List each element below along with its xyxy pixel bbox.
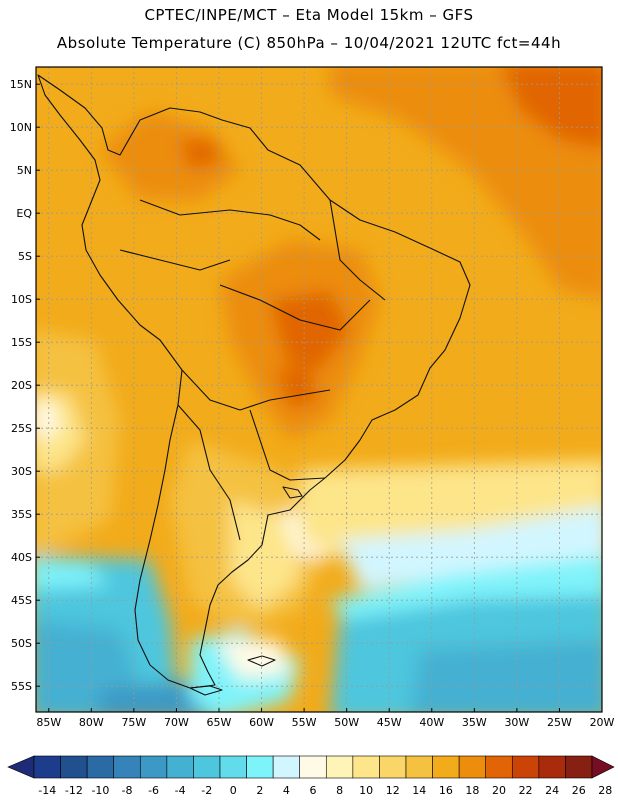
colorbar-swatch [33,755,61,779]
colorbar-swatch [246,755,274,779]
lat-tick-label: 15S [11,336,32,349]
colorbar-label: -2 [201,784,212,797]
lat-tick-label: 55S [11,680,32,693]
colorbar-swatch [86,755,115,779]
lon-tick-label: 45W [377,716,402,729]
colorbar-label: 20 [492,784,506,797]
colorbar-swatch [405,755,433,779]
colorbar-label: -8 [122,784,133,797]
colorbar-label: 10 [359,784,373,797]
lat-tick-label: 20S [11,379,32,392]
lat-tick-label: 10N [10,121,32,134]
colorbar-swatch [325,755,354,779]
map-title: CPTEC/INPE/MCT – Eta Model 15km – GFS [144,6,474,24]
colorbar-label: 14 [412,784,426,797]
lat-tick-label: 40S [11,551,32,564]
colorbar-under-arrow [7,755,35,779]
colorbar-label: 2 [256,784,263,797]
coastlines [37,74,471,696]
colorbar-label: 6 [310,784,317,797]
lat-tick-label: 5N [17,164,32,177]
colorbar-swatch [432,755,460,779]
lon-tick-label: 85W [36,716,61,729]
colorbar-over-arrow [591,755,615,779]
colorbar-label: -4 [175,784,186,797]
colorbar-swatch [352,755,380,779]
colorbar-label: 4 [283,784,290,797]
lat-tick-label: 25S [11,422,32,435]
lon-tick-label: 75W [121,716,146,729]
lat-tick-label: 45S [11,594,32,607]
lat-tick-label: 50S [11,637,32,650]
colorbar-label: -10 [91,784,109,797]
colorbar-label: 18 [465,784,479,797]
lat-tick-label: EQ [16,207,32,220]
lat-tick-label: 5S [18,250,32,263]
lon-tick-label: 30W [504,716,529,729]
lon-tick-label: 20W [590,716,615,729]
lon-tick-label: 60W [249,716,274,729]
colorbar-label: -14 [38,784,56,797]
lat-tick-label: 10S [11,293,32,306]
colorbar-label: 0 [230,784,237,797]
lon-tick-label: 25W [547,716,572,729]
colorbar-label: 8 [336,784,343,797]
colorbar-swatch [60,755,88,779]
colorbar-swatch [113,755,141,779]
lon-tick-label: 55W [292,716,317,729]
colorbar-swatch [193,755,221,779]
lat-tick-label: 35S [11,508,32,521]
lon-tick-label: 35W [462,716,487,729]
colorbar-swatch [139,755,168,779]
colorbar-swatch [379,755,407,779]
colorbar-label: 26 [572,784,586,797]
colorbar-swatch [458,755,487,779]
latitude-labels: 15N 10N 5N EQ 5S 10S 15S 20S 25S 30S 35S 40S 45S 50S 5… [10,78,40,693]
colorbar-swatch [511,755,540,779]
colorbar-label: 16 [439,784,453,797]
colorbar-swatch [166,755,194,779]
lon-tick-label: 40W [419,716,444,729]
map-frame [35,66,603,713]
lon-tick-label: 65W [207,716,232,729]
lat-tick-label: 15N [10,78,32,91]
colorbar-label: -6 [148,784,159,797]
colorbar-swatch [485,755,513,779]
colorbar-label: 28 [598,784,612,797]
colorbar-swatch [538,755,566,779]
colorbar-labels: -14 -12 -10 -8 -6 -4 -2 0 2 4 6 8 10 12 14 16 18 20 22 24 26… [38,784,612,797]
colorbar [7,755,615,779]
map-subtitle: Absolute Temperature (C) 850hPa – 10/04/… [56,34,562,52]
longitude-labels: 85W 80W 75W 70W 65W 60W 55W 50W 45W 40W 35W 30W 25W 2… [36,708,615,729]
colorbar-label: 22 [519,784,533,797]
colorbar-swatch [272,755,301,779]
colorbar-label: 12 [386,784,400,797]
colorbar-swatch [219,755,247,779]
colorbar-label: -12 [65,784,83,797]
lon-tick-label: 50W [334,716,359,729]
lon-tick-label: 70W [164,716,189,729]
temperature-field [36,67,602,712]
colorbar-label: 24 [545,784,559,797]
colorbar-swatch [565,755,593,779]
grid-lines [36,67,603,712]
lon-tick-label: 80W [79,716,104,729]
lat-tick-label: 30S [11,465,32,478]
colorbar-swatch [299,755,327,779]
